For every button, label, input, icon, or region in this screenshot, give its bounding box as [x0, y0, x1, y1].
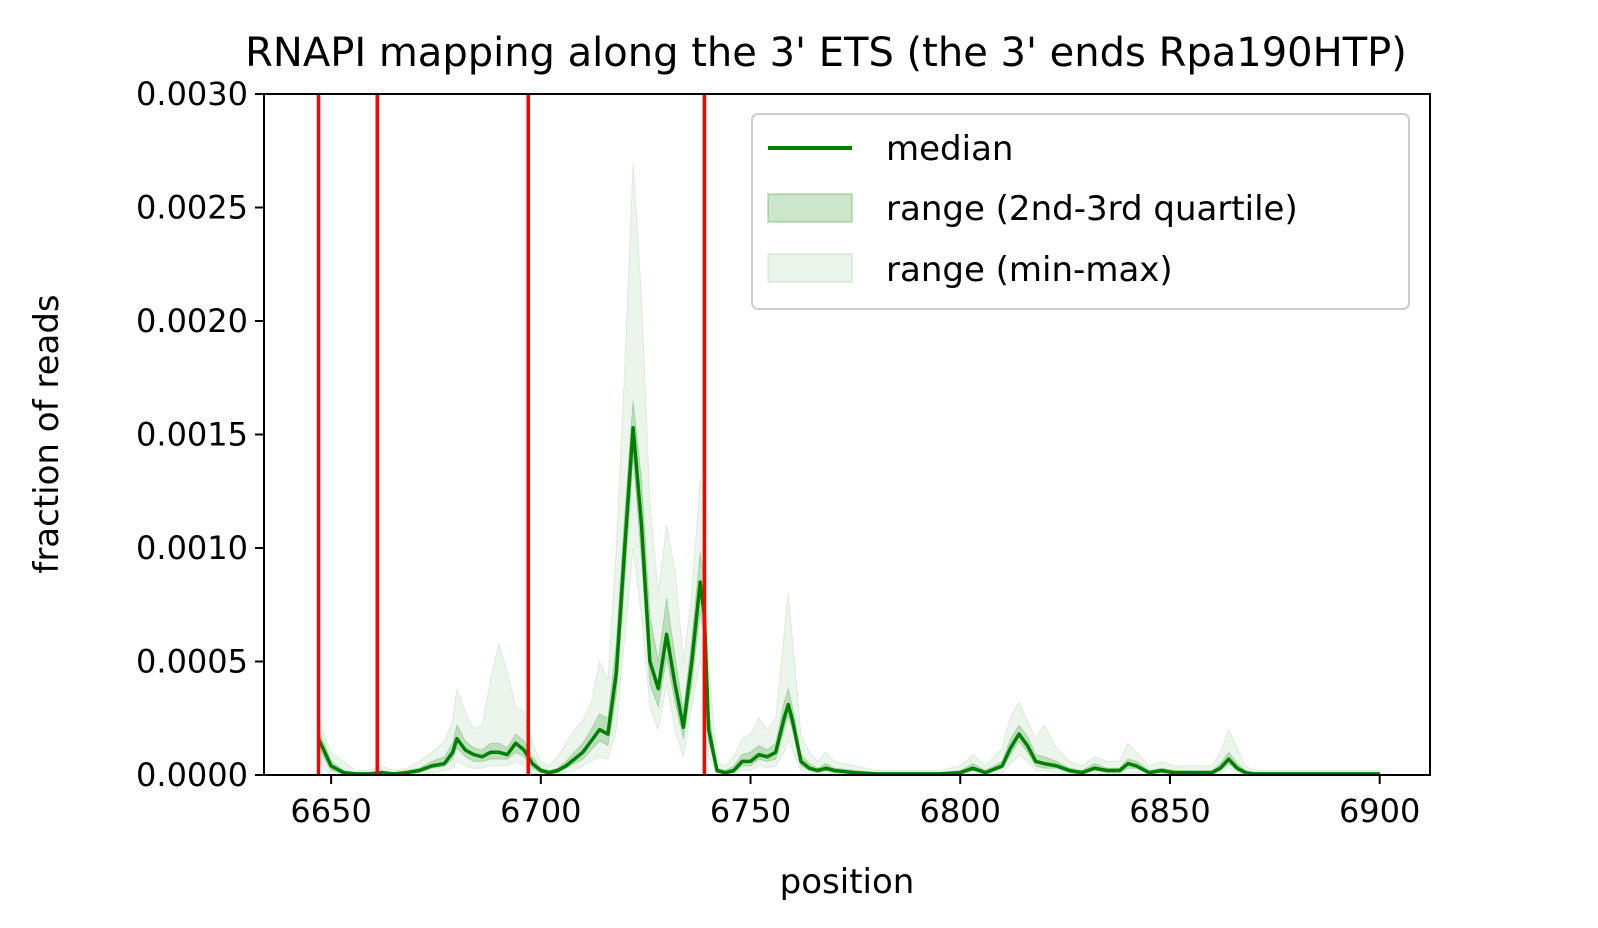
- legend-swatch-minmax: [767, 253, 853, 283]
- y-tick-label: 0.0030: [136, 75, 248, 113]
- y-tick-label: 0.0005: [136, 643, 248, 681]
- x-axis-label: position: [780, 862, 915, 902]
- chart-title: RNAPI mapping along the 3' ETS (the 3' e…: [245, 30, 1407, 76]
- legend-label-median: median: [886, 129, 1013, 169]
- x-tick-label: 6850: [1129, 792, 1210, 830]
- median-line: [316, 425, 1380, 776]
- y-tick-label: 0.0020: [136, 302, 248, 340]
- y-tick-label: 0.0010: [136, 529, 248, 567]
- legend: median range (2nd-3rd quartile) range (m…: [751, 113, 1410, 310]
- reference-lines: [316, 94, 707, 775]
- x-tick-label: 6750: [710, 792, 791, 830]
- x-tick-label: 6700: [500, 792, 581, 830]
- y-axis-label: fraction of reads: [27, 294, 67, 573]
- legend-label-minmax: range (min-max): [886, 250, 1173, 290]
- y-tick-label: 0.0025: [136, 189, 248, 227]
- y-tick-label: 0.0000: [136, 756, 248, 794]
- x-tick-label: 6800: [920, 792, 1001, 830]
- legend-label-quartile: range (2nd-3rd quartile): [886, 189, 1298, 229]
- x-tick-label: 6900: [1339, 792, 1420, 830]
- x-axis: 6650 6700 6750 6800 6850 6900: [290, 775, 1420, 830]
- legend-swatch-quartile: [767, 193, 853, 223]
- y-axis: 0.0000 0.0005 0.0010 0.0015 0.0020 0.0025 0.00…: [136, 75, 264, 794]
- median-line-group: [316, 425, 1380, 776]
- legend-box: [751, 113, 1410, 310]
- x-tick-label: 6650: [290, 792, 371, 830]
- y-tick-label: 0.0015: [136, 416, 248, 454]
